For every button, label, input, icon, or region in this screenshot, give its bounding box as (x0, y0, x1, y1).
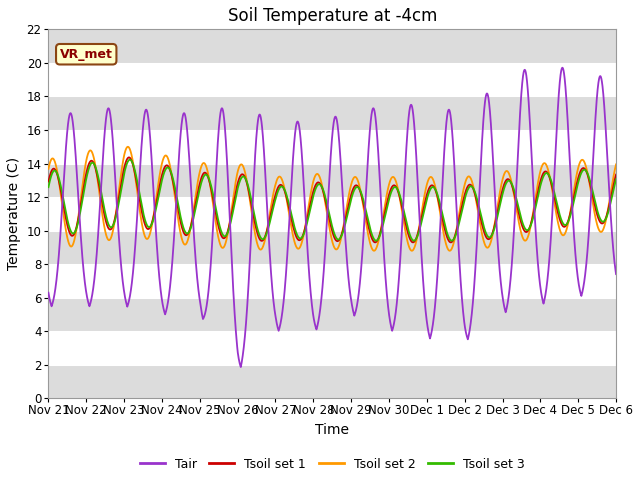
Y-axis label: Temperature (C): Temperature (C) (7, 157, 21, 270)
Bar (49, 298, 616, 331)
Bar (49, 365, 616, 398)
X-axis label: Time: Time (316, 422, 349, 436)
Bar (49, 96, 616, 130)
Legend: Tair, Tsoil set 1, Tsoil set 2, Tsoil set 3: Tair, Tsoil set 1, Tsoil set 2, Tsoil se… (135, 453, 530, 476)
Text: VR_met: VR_met (60, 48, 113, 61)
Bar (49, 164, 616, 197)
Bar (49, 29, 616, 63)
Bar (49, 230, 616, 264)
Title: Soil Temperature at -4cm: Soil Temperature at -4cm (228, 7, 437, 25)
